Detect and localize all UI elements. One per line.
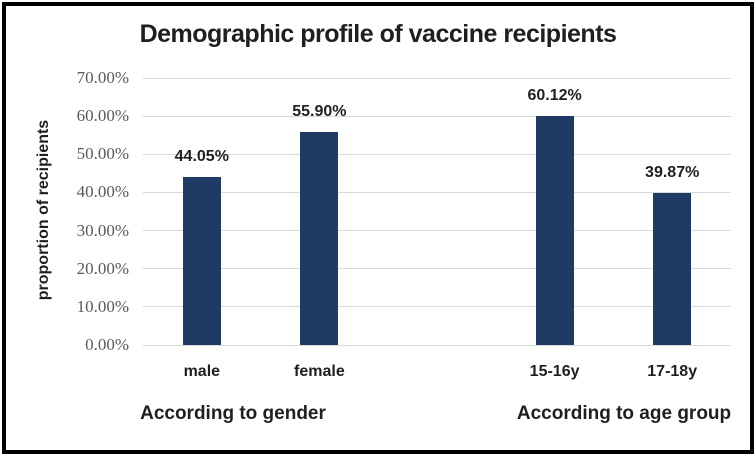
category-label: 17-18y [647, 363, 698, 380]
y-axis-tick-label: 60.00% [76, 106, 129, 126]
axis-group-label: According to gender [140, 403, 326, 424]
gridline [143, 230, 731, 232]
gridline [143, 268, 731, 270]
gridline [143, 306, 731, 308]
bar-15-16y [535, 115, 574, 345]
category-label: female [294, 363, 345, 380]
bar-value-label: 39.87% [645, 163, 700, 181]
bar-value-label: 55.90% [292, 102, 347, 120]
gridline [143, 344, 731, 346]
gridline [143, 153, 731, 155]
bar-male [182, 176, 221, 345]
bar-female [300, 131, 339, 345]
bar-value-label: 44.05% [174, 147, 229, 165]
y-axis-tick-label: 10.00% [76, 296, 129, 316]
chart-title: Demographic profile of vaccine recipient… [139, 20, 617, 48]
category-label: 15-16y [529, 363, 580, 380]
gridline [143, 191, 731, 193]
gridline [143, 77, 731, 79]
y-axis-tick-label: 50.00% [76, 144, 129, 164]
y-axis-tick-label: 30.00% [76, 220, 129, 240]
y-axis-tick-label: 0.00% [85, 335, 129, 354]
bar-value-label: 60.12% [527, 86, 582, 104]
gridline [143, 115, 731, 117]
axis-group-label: According to age group [516, 403, 732, 424]
y-axis-tick-label: 20.00% [76, 258, 129, 278]
y-axis-tick-label: 40.00% [76, 182, 129, 202]
bar-17-18y [653, 192, 692, 345]
category-label: male [183, 363, 221, 380]
y-axis-tick-label: 70.00% [76, 68, 129, 87]
